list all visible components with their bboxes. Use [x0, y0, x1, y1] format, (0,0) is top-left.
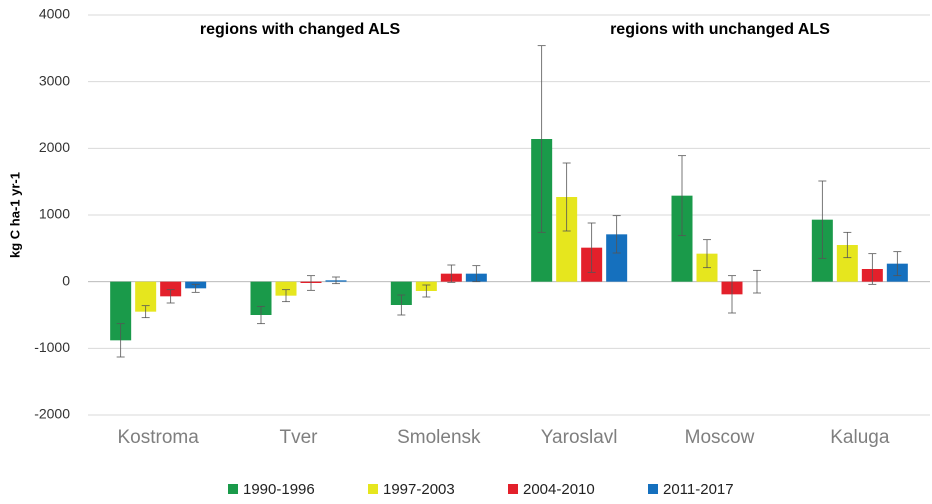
- legend-label: 2011-2017: [663, 481, 734, 498]
- error-bar: [141, 305, 150, 319]
- bar: [606, 234, 628, 282]
- error-bar: [257, 305, 265, 325]
- bar: [160, 281, 182, 297]
- error-bar: [562, 162, 571, 232]
- bar: [135, 281, 157, 312]
- x-tick-label: Moscow: [685, 427, 755, 448]
- error-bar: [818, 180, 827, 259]
- error-bar: [307, 275, 315, 291]
- legend-swatch: [648, 484, 658, 494]
- x-tick-label: Kostroma: [118, 427, 200, 448]
- error-bar: [703, 239, 711, 269]
- error-bar: [332, 276, 340, 285]
- error-bar: [422, 284, 431, 298]
- legend-label: 2004-2010: [523, 481, 595, 498]
- error-bar: [537, 45, 546, 233]
- error-bar: [753, 269, 761, 294]
- error-bar: [397, 294, 406, 316]
- error-bar: [282, 289, 290, 303]
- error-bar: [868, 253, 877, 285]
- y-axis-label: kg C ha-1 yr-1: [7, 172, 22, 258]
- annotation: regions with unchanged ALS: [610, 21, 830, 38]
- x-tick-label: Tver: [280, 427, 319, 448]
- legend-label: 1997-2003: [383, 481, 455, 498]
- error-bar: [587, 222, 596, 273]
- error-bar: [472, 265, 481, 283]
- bar: [836, 245, 858, 282]
- bar: [110, 281, 132, 341]
- error-bar: [678, 155, 686, 237]
- x-tick-label: Yaroslavl: [541, 427, 618, 448]
- y-tick-label: 2000: [39, 139, 70, 155]
- y-tick-label: 1000: [39, 206, 70, 222]
- legend-label: 1990-1996: [243, 481, 315, 498]
- y-tick-label: 0: [62, 272, 70, 288]
- error-bar: [191, 283, 200, 293]
- bar: [556, 197, 578, 282]
- x-tick-label: Smolensk: [397, 427, 481, 448]
- bar: [275, 281, 297, 296]
- legend-swatch: [368, 484, 378, 494]
- bar: [390, 281, 412, 305]
- x-tick-label: Kaluga: [830, 427, 890, 448]
- error-bar: [843, 231, 852, 259]
- annotation: regions with changed ALS: [200, 21, 401, 38]
- y-tick-label: -1000: [34, 339, 70, 355]
- error-bar: [612, 215, 621, 254]
- error-bar: [447, 264, 456, 283]
- error-bar: [728, 275, 736, 314]
- y-tick-label: -2000: [34, 406, 70, 422]
- bar: [671, 195, 693, 282]
- y-tick-label: 3000: [39, 72, 70, 88]
- legend-swatch: [228, 484, 238, 494]
- error-bar: [116, 323, 125, 358]
- y-tick-label: 4000: [39, 6, 70, 22]
- legend-swatch: [508, 484, 518, 494]
- error-bar: [166, 289, 175, 304]
- bar: [250, 281, 272, 315]
- error-bar: [893, 251, 902, 277]
